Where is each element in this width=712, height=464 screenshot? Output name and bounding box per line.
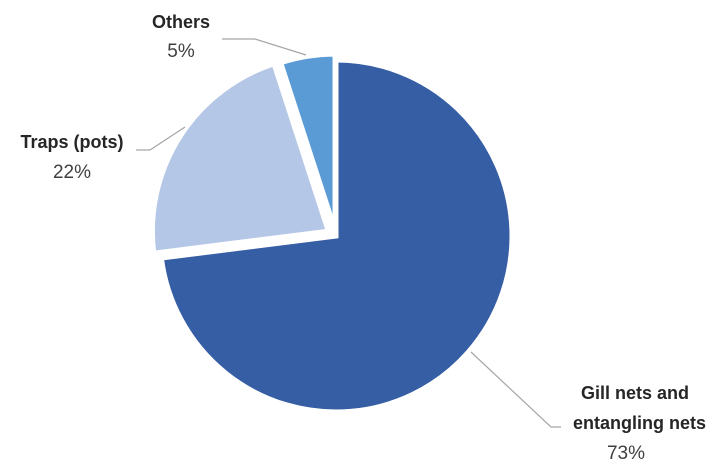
slice-label-gill-nets-line2: entangling nets	[573, 413, 706, 433]
slice-gill-nets	[158, 57, 515, 415]
slice-label-gill-nets-line1: Gill nets and	[581, 383, 689, 403]
slice-value-traps: 22%	[53, 162, 91, 183]
leader-lines	[136, 38, 561, 428]
leader-line-others	[222, 38, 307, 56]
data-labels: Gill nets and entangling nets 73% Traps …	[20, 12, 706, 464]
slice-others	[277, 51, 338, 231]
leader-line-traps	[136, 126, 186, 151]
pie-slices	[149, 51, 515, 415]
leader-line-gill-nets	[470, 351, 561, 428]
slice-traps	[149, 60, 332, 257]
slice-label-traps: Traps (pots)	[20, 132, 123, 152]
slice-label-others: Others	[152, 12, 210, 32]
slice-value-others: 5%	[167, 41, 195, 62]
slice-value-gill-nets: 73%	[607, 443, 645, 464]
